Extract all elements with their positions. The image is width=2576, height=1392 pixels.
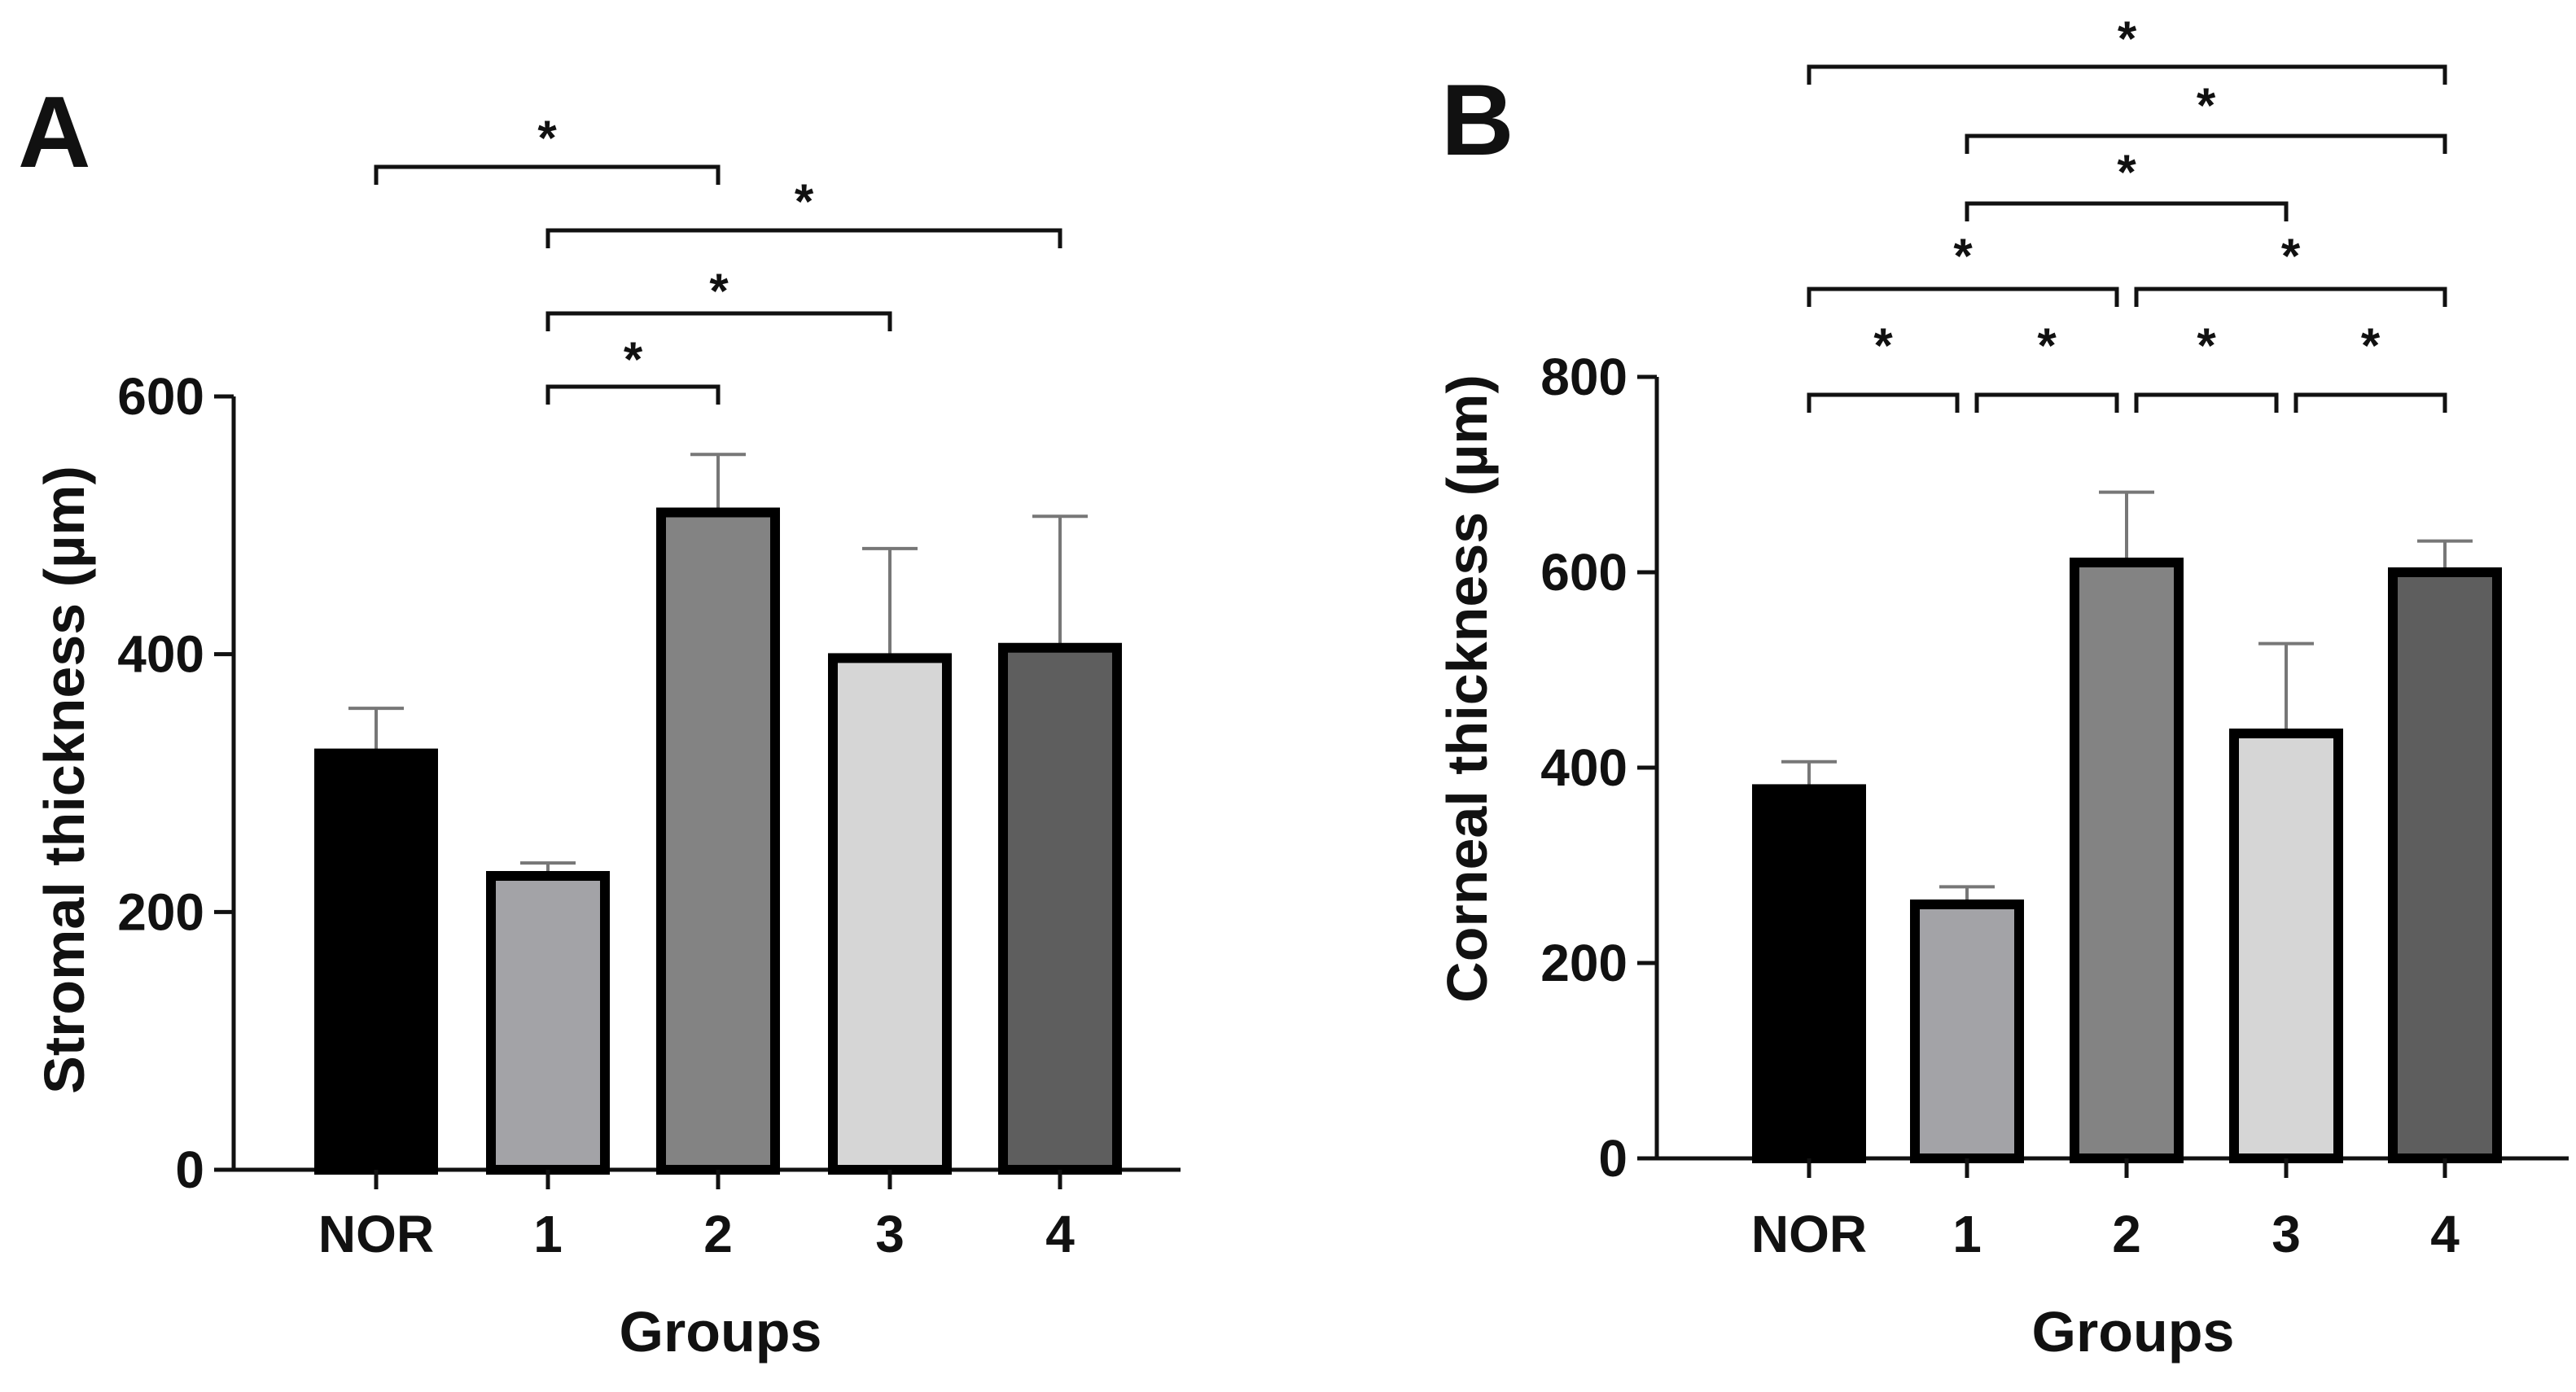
panel-b-significance-bracket bbox=[1965, 134, 2447, 154]
panel-a-x-tick-label: NOR bbox=[318, 1205, 434, 1263]
panel-b-significance-star: * bbox=[2197, 318, 2216, 373]
panel-a-bar-2 bbox=[656, 507, 780, 1175]
panel-a-significance-star: * bbox=[624, 332, 643, 387]
panel-b-significance-star: * bbox=[2037, 318, 2057, 373]
panel-b-significance-bracket bbox=[2134, 392, 2279, 413]
panel-a-x-tick-label: 4 bbox=[1045, 1205, 1075, 1263]
panel-a-significance-star: * bbox=[709, 264, 729, 318]
panel-a-y-tick-label: 400 bbox=[117, 625, 204, 684]
panel-a-y-tick-label: 200 bbox=[117, 882, 204, 941]
panel-b-bar-1 bbox=[1910, 900, 2024, 1163]
panel-a-y-axis-title: Stromal thickness (µm) bbox=[33, 466, 96, 1094]
panel-a-bar-nor bbox=[314, 748, 438, 1175]
panel-b-y-tick-label: 600 bbox=[1540, 543, 1628, 602]
panel-b-chart: B Corneal thickness (µm) Groups 0 200 400 6… bbox=[1435, 11, 2569, 1364]
panel-b-significance-star: * bbox=[2281, 229, 2301, 283]
panel-b-significance-bracket bbox=[2293, 392, 2447, 413]
panel-a-y-tick-label: 0 bbox=[175, 1140, 204, 1199]
panel-a-bar-3 bbox=[828, 653, 952, 1175]
panel-a-x-axis-title: Groups bbox=[620, 1300, 822, 1364]
panel-b-significance-star: * bbox=[1873, 318, 1893, 373]
panel-b-significance-bracket bbox=[1807, 392, 1960, 413]
panel-b-y-tick-label: 400 bbox=[1540, 738, 1628, 797]
panel-b-x-tick-label: 3 bbox=[2272, 1205, 2301, 1263]
panel-b-label: B bbox=[1441, 64, 1514, 177]
panel-a-x-tick-label: 2 bbox=[703, 1205, 733, 1263]
panel-a-significance-star: * bbox=[537, 111, 557, 165]
panel-b-significance-bracket bbox=[1974, 392, 2119, 413]
panel-b-bar-2 bbox=[2070, 558, 2184, 1163]
panel-b-bar-4 bbox=[2388, 567, 2502, 1163]
panel-a-bar-1 bbox=[486, 871, 610, 1175]
panel-a-chart: A Stromal thickness (µm) Groups 0 200 400 6… bbox=[18, 77, 1181, 1364]
panel-b-significance-bracket bbox=[2134, 287, 2447, 307]
panel-a-significance-star: * bbox=[795, 174, 814, 229]
panel-a-label: A bbox=[18, 77, 91, 189]
panel-a-significance-bracket bbox=[374, 164, 721, 185]
panel-a-bar-4 bbox=[998, 642, 1122, 1175]
panel-b-y-tick-label: 800 bbox=[1540, 348, 1628, 406]
panel-b-x-tick-label: 4 bbox=[2430, 1205, 2460, 1263]
panel-a-significance-bracket bbox=[545, 311, 892, 331]
panel-b-y-tick-label: 0 bbox=[1598, 1129, 1628, 1188]
panel-a-x-tick-label: 1 bbox=[533, 1205, 563, 1263]
panel-b-significance-bracket bbox=[1965, 201, 2289, 221]
panel-b-bar-nor bbox=[1752, 784, 1866, 1164]
panel-b-significance-bracket bbox=[1807, 64, 2447, 85]
panel-a-y-tick-label: 600 bbox=[117, 367, 204, 426]
panel-b-y-axis-title: Corneal thickness (µm) bbox=[1435, 374, 1499, 1003]
panel-b-significance-bracket bbox=[1807, 287, 2119, 307]
panel-b-significance-star: * bbox=[2118, 11, 2137, 66]
panel-a-significance-bracket bbox=[545, 384, 721, 405]
panel-b-x-axis-title: Groups bbox=[2032, 1300, 2235, 1364]
panel-b-x-tick-label: 2 bbox=[2112, 1205, 2141, 1263]
panel-b-bar-3 bbox=[2229, 729, 2343, 1163]
panel-a-x-tick-label: 3 bbox=[875, 1205, 905, 1263]
panel-b-significance-star: * bbox=[2117, 145, 2136, 199]
panel-b-x-tick-label: NOR bbox=[1751, 1205, 1867, 1263]
panel-a-significance-bracket bbox=[545, 228, 1062, 248]
panel-b-y-tick-label: 200 bbox=[1540, 934, 1628, 992]
panel-b-significance-star: * bbox=[1953, 229, 1973, 283]
panel-b-x-tick-label: 1 bbox=[1952, 1205, 1982, 1263]
panel-b-significance-star: * bbox=[2197, 78, 2216, 133]
panel-b-significance-star: * bbox=[2361, 318, 2381, 373]
